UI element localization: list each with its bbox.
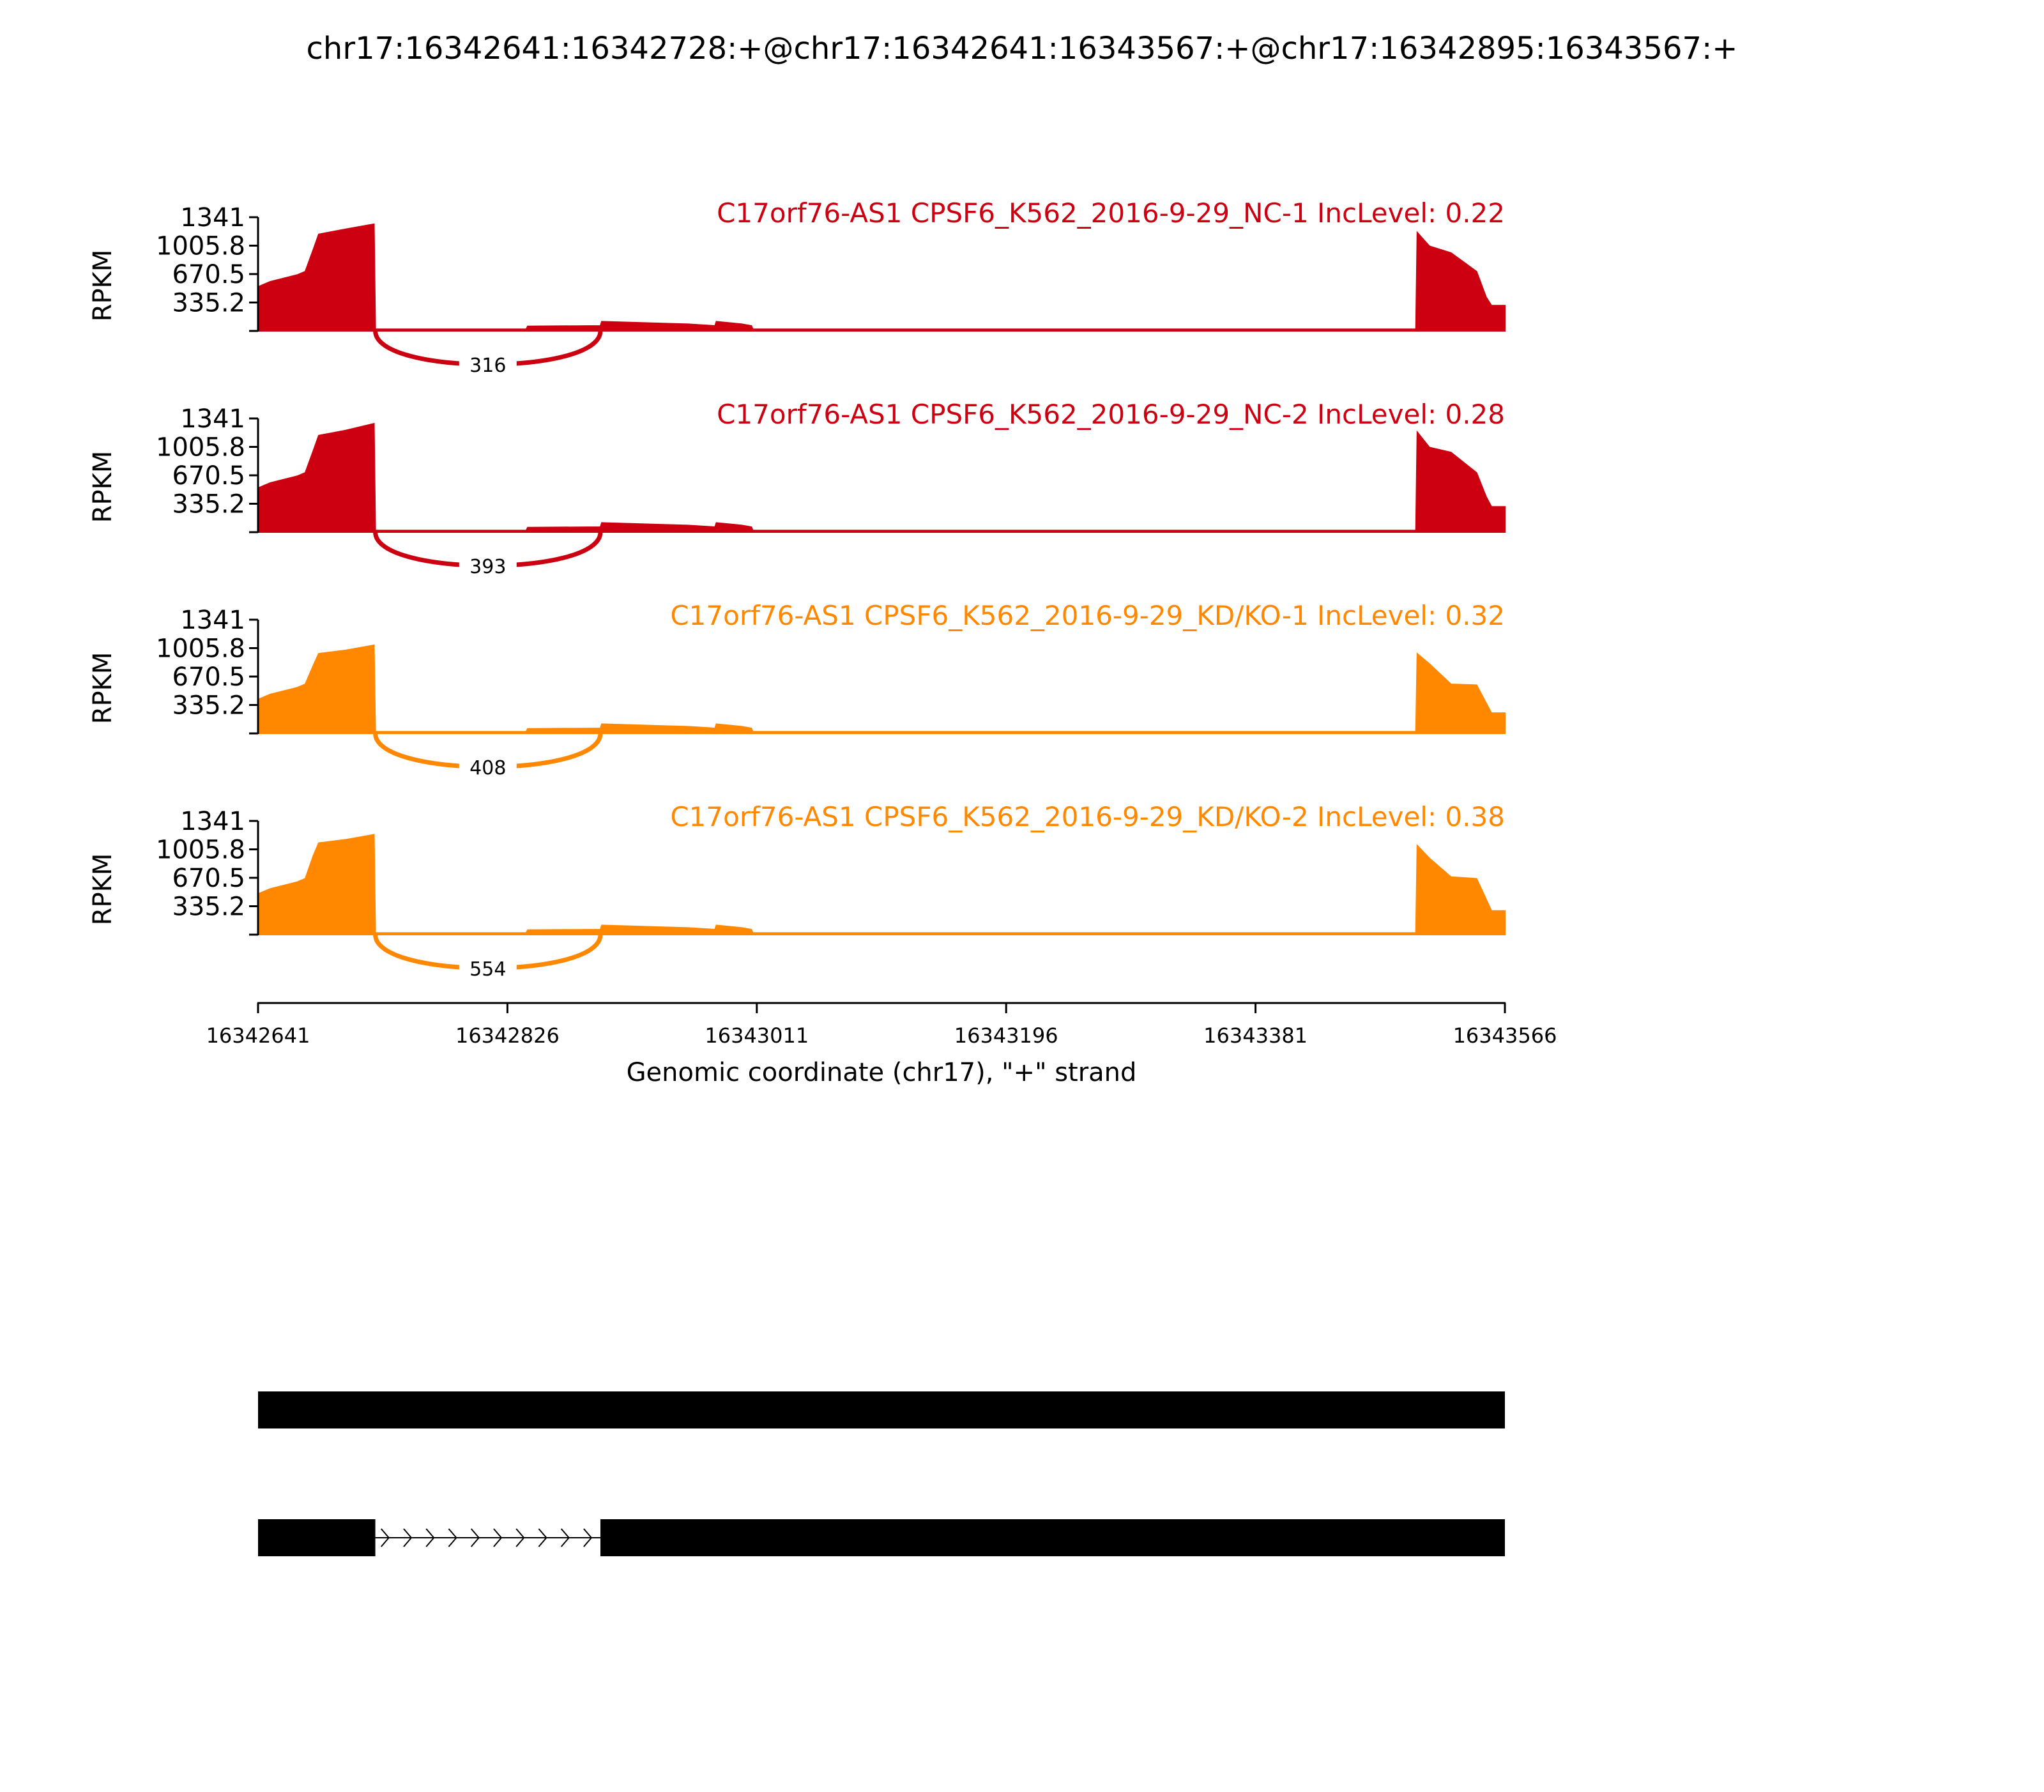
junction-count-bg bbox=[459, 955, 517, 981]
sample-label: C17orf76-AS1 CPSF6_K562_2016-9-29_NC-1 I… bbox=[717, 197, 1505, 229]
y-tick-label: 670.5 bbox=[172, 260, 245, 289]
y-tick-label: 670.5 bbox=[172, 461, 245, 491]
isoform-model bbox=[258, 1391, 1505, 1428]
junction-count: 554 bbox=[469, 958, 506, 981]
junction-count-bg bbox=[459, 754, 517, 779]
y-axis-label: RPKM bbox=[88, 854, 118, 926]
sample-label: C17orf76-AS1 CPSF6_K562_2016-9-29_KD/KO-… bbox=[670, 600, 1505, 631]
strand-arrow bbox=[493, 1528, 503, 1547]
y-axis-label: RPKM bbox=[88, 250, 118, 322]
junction-count: 393 bbox=[469, 556, 506, 578]
sample-label: C17orf76-AS1 CPSF6_K562_2016-9-29_KD/KO-… bbox=[670, 801, 1505, 832]
y-axis-label: RPKM bbox=[88, 652, 118, 724]
x-tick-label: 16343381 bbox=[1203, 1023, 1308, 1048]
x-axis-label: Genomic coordinate (chr17), "+" strand bbox=[627, 1058, 1137, 1087]
strand-arrow bbox=[470, 1528, 480, 1547]
junction-count-bg bbox=[459, 351, 517, 377]
junction-count-bg bbox=[459, 553, 517, 578]
strand-arrow bbox=[583, 1528, 593, 1547]
exon-block bbox=[600, 1519, 1505, 1556]
isoform-track bbox=[258, 1391, 1505, 1556]
y-tick-label: 670.5 bbox=[172, 662, 245, 692]
strand-arrow bbox=[403, 1528, 413, 1547]
strand-arrow bbox=[560, 1528, 570, 1547]
x-tick-label: 16342826 bbox=[455, 1023, 560, 1048]
y-tick-label: 1341 bbox=[180, 807, 245, 836]
coverage-area bbox=[257, 644, 1506, 734]
coverage-area bbox=[257, 834, 1506, 935]
junction-count: 408 bbox=[469, 757, 506, 779]
y-tick-label: 1005.8 bbox=[156, 433, 245, 462]
x-tick-label: 16343566 bbox=[1453, 1023, 1557, 1048]
strand-arrow bbox=[425, 1528, 435, 1547]
coverage-area bbox=[257, 223, 1506, 332]
y-tick-label: 1341 bbox=[180, 606, 245, 635]
y-tick-label: 670.5 bbox=[172, 864, 245, 893]
exon-block bbox=[258, 1391, 1505, 1428]
y-tick-label: 1005.8 bbox=[156, 835, 245, 864]
x-axis: 16342641 16342826 16343011 16343196 16343381… bbox=[206, 1002, 1557, 1048]
x-tick-label: 16343196 bbox=[954, 1023, 1058, 1048]
y-tick-label: 1341 bbox=[180, 404, 245, 434]
strand-arrow bbox=[448, 1528, 457, 1547]
y-tick-label: 335.2 bbox=[172, 691, 245, 721]
strand-arrow bbox=[515, 1528, 525, 1547]
exon-block bbox=[258, 1519, 376, 1556]
y-tick-label: 335.2 bbox=[172, 289, 245, 318]
junction-count: 316 bbox=[469, 355, 506, 377]
strand-arrow bbox=[380, 1528, 390, 1547]
isoform-model bbox=[258, 1519, 1505, 1556]
x-tick-label: 16342641 bbox=[206, 1023, 310, 1048]
x-tick-label: 16343011 bbox=[705, 1023, 809, 1048]
y-tick-label: 1341 bbox=[180, 203, 245, 233]
y-tick-label: 335.2 bbox=[172, 490, 245, 519]
coverage-area bbox=[257, 422, 1506, 533]
y-axis-label: RPKM bbox=[88, 451, 118, 523]
y-tick-label: 335.2 bbox=[172, 892, 245, 922]
y-tick-label: 1005.8 bbox=[156, 634, 245, 663]
strand-arrow bbox=[538, 1528, 547, 1547]
figure-title: chr17:16342641:16342728:+@chr17:16342641… bbox=[307, 31, 1738, 66]
sample-label: C17orf76-AS1 CPSF6_K562_2016-9-29_NC-2 I… bbox=[717, 399, 1505, 430]
y-tick-label: 1005.8 bbox=[156, 231, 245, 261]
